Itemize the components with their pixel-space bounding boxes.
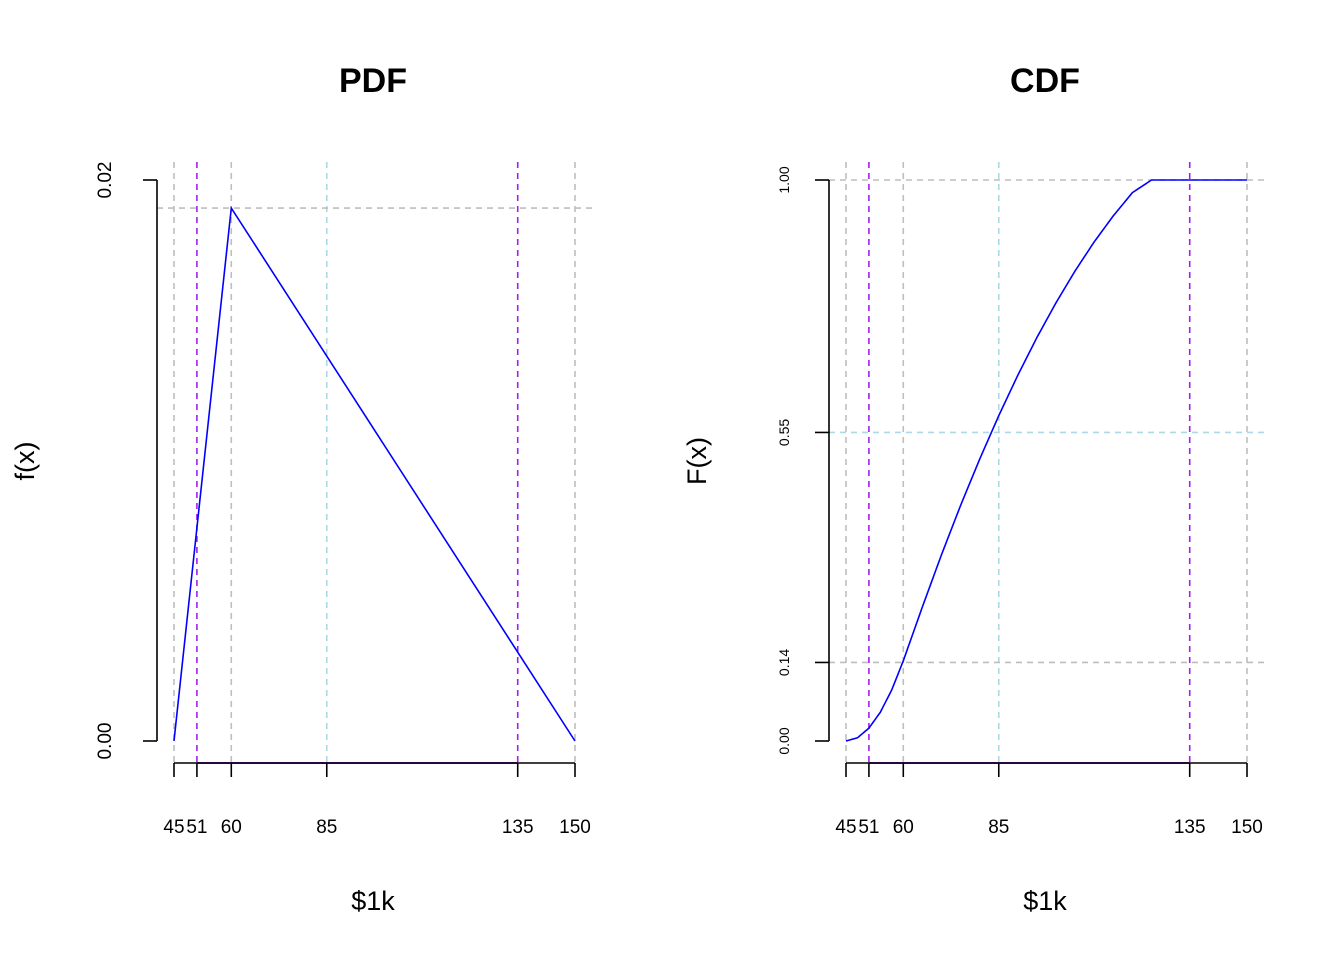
cdf-title: CDF (1010, 62, 1080, 100)
y-tick-label: 1.00 (776, 166, 792, 193)
pdf-curve-layer (173, 205, 576, 764)
x-tick-label: 45 (163, 817, 184, 838)
cdf-axes: 0.00 0.14 0.55 1.00 45 51 60 85 135 150 (776, 166, 1263, 838)
y-tick-label: 0.02 (95, 162, 116, 199)
x-tick-label: 60 (221, 817, 242, 838)
y-tick-label: 0.14 (776, 649, 792, 676)
x-tick-label: 51 (858, 817, 879, 838)
x-tick-label: 135 (502, 817, 534, 838)
y-tick-label: 0.55 (776, 419, 792, 446)
cdf-ylabel: F(x) (682, 437, 712, 485)
pdf-reference-lines (157, 162, 593, 763)
x-tick-label: 45 (835, 817, 856, 838)
pdf-title: PDF (339, 62, 407, 100)
series-line (845, 179, 1247, 742)
x-tick-label: 60 (893, 817, 914, 838)
pdf-ylabel: f(x) (10, 442, 40, 481)
y-tick-label: 0.00 (95, 723, 116, 760)
x-tick-label: 150 (1231, 817, 1263, 838)
x-tick-label: 85 (988, 817, 1009, 838)
y-tick-label: 0.00 (776, 727, 792, 754)
cdf-reference-lines (829, 162, 1265, 763)
pdf-xlabel: $1k (351, 886, 395, 916)
pdf-panel: PDF $1k f(x) 0.00 0.02 45 51 60 85 135 150 (10, 62, 593, 916)
x-tick-label: 85 (316, 817, 337, 838)
cdf-panel: CDF $1k F(x) 0.00 0.14 0.55 1.00 45 51 60 85 135… (682, 62, 1265, 916)
cdf-curve-layer (845, 179, 1247, 764)
x-tick-label: 51 (186, 817, 207, 838)
x-tick-label: 150 (559, 817, 591, 838)
cdf-xlabel: $1k (1023, 886, 1067, 916)
series-line (173, 205, 576, 742)
x-tick-label: 135 (1174, 817, 1206, 838)
pdf-axes: 0.00 0.02 45 51 60 85 135 150 (95, 162, 591, 838)
